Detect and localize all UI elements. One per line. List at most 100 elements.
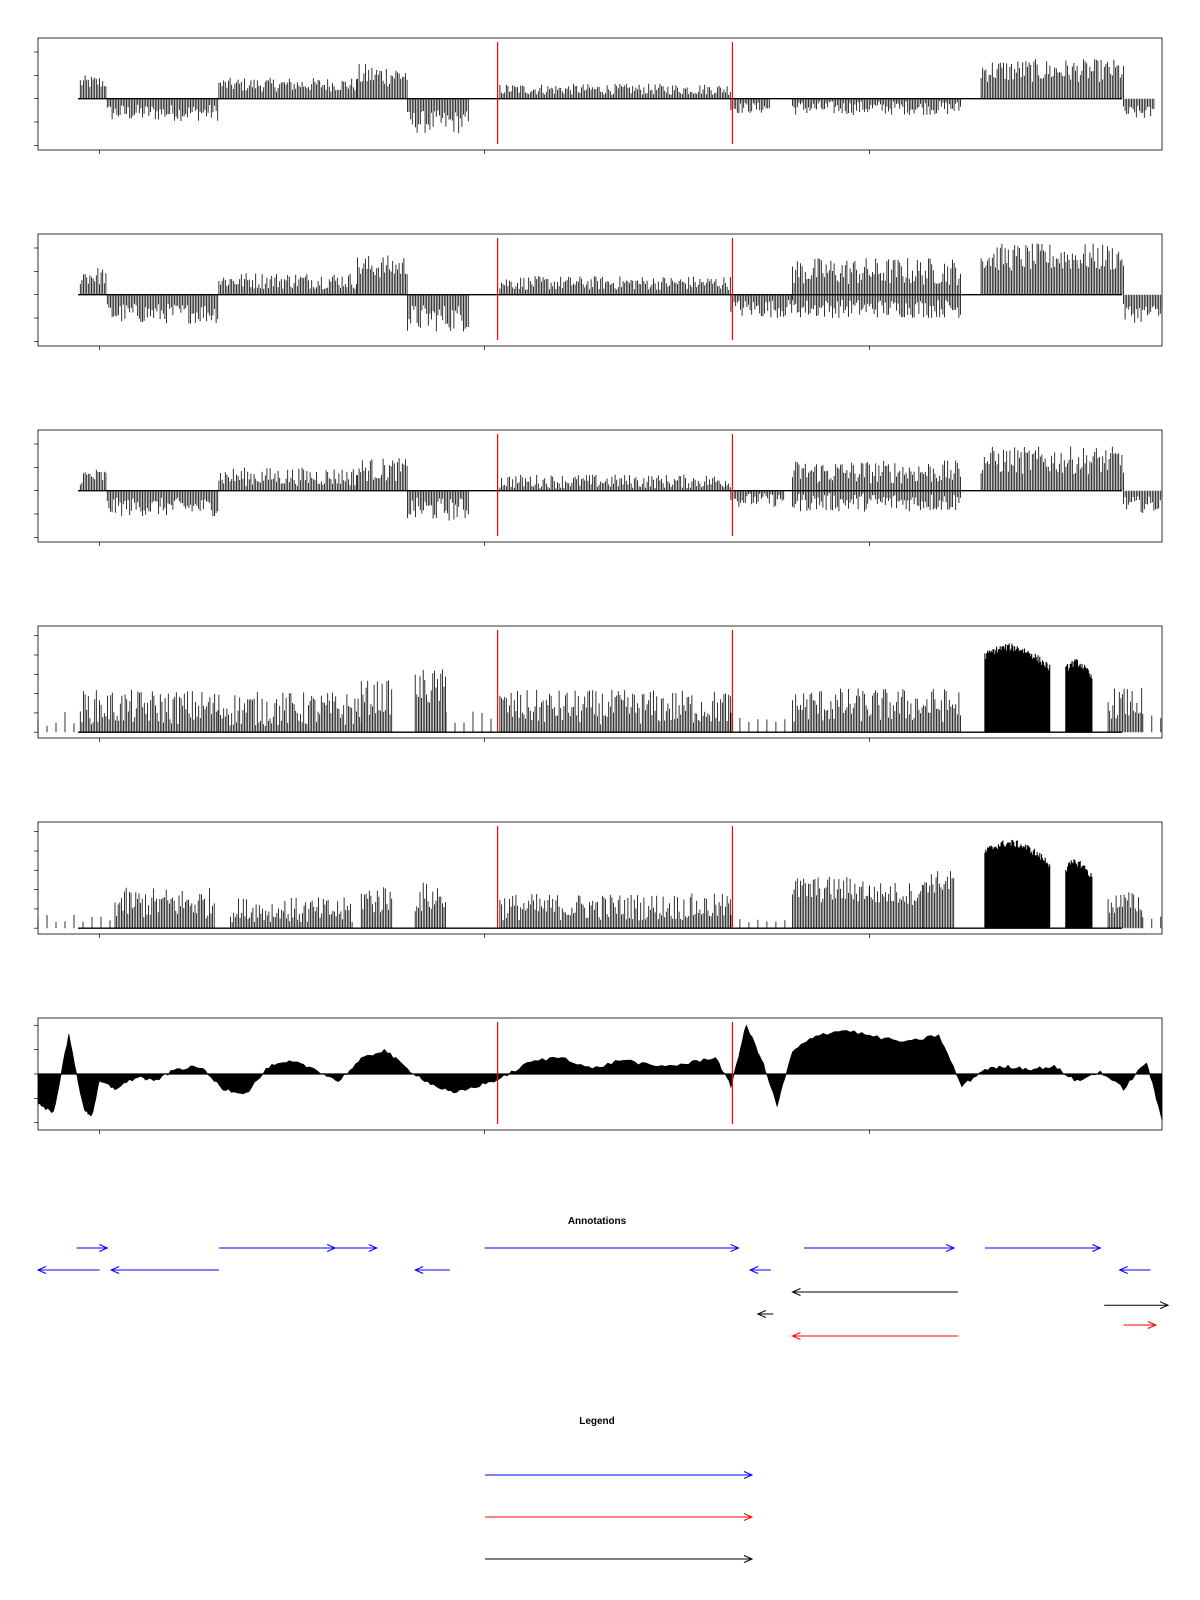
- bar-set: [218, 692, 362, 733]
- annotation-arrow-8: [748, 1266, 771, 1274]
- annotation-arrow-7: [484, 1244, 740, 1252]
- segment-bars-2: [79, 689, 219, 733]
- bar-set: [1123, 294, 1163, 323]
- bar-set: [79, 268, 107, 295]
- segment-bars-7: [730, 915, 786, 929]
- segment-bars-10: [980, 243, 1124, 295]
- segment-bars-10: [980, 446, 1124, 491]
- bar-set: [1142, 713, 1162, 733]
- annotation-arrow-16: [1123, 1321, 1158, 1329]
- data-marks: [37, 1024, 1163, 1121]
- annotation-items: [36, 1244, 1170, 1340]
- segment-bars-13: [1107, 892, 1143, 929]
- segment-bars-3: [218, 77, 357, 99]
- annotation-arrow-10: [984, 1244, 1102, 1252]
- arrow-head: [326, 1244, 337, 1252]
- segment-bars-1: [79, 469, 107, 491]
- ratio-area: [37, 1024, 1163, 1121]
- segment-bars-1: [79, 268, 107, 295]
- bar-set: [499, 474, 731, 491]
- segment-bars-6: [445, 711, 492, 733]
- bar-set: [230, 897, 353, 929]
- bar-set: [499, 276, 731, 295]
- bar-set: [922, 871, 955, 929]
- bar-set: [357, 458, 408, 491]
- bar-set: [445, 711, 492, 733]
- bar-set: [79, 469, 107, 491]
- segment-bars-7: [499, 689, 731, 733]
- segment-bars-5: [407, 490, 469, 521]
- segment-bars-8: [792, 258, 961, 295]
- bar-set: [360, 887, 393, 929]
- bar-set: [730, 712, 786, 733]
- segment-bars-11: [1065, 659, 1093, 733]
- annotations-title: Annotations: [568, 1216, 627, 1227]
- annotation-arrow-9: [804, 1244, 956, 1252]
- arrow-head: [743, 1471, 754, 1479]
- arrow-head: [1159, 1301, 1170, 1310]
- segment-bars-6: [499, 276, 731, 295]
- segment-bars-10: [1123, 98, 1155, 118]
- data-marks: [78, 446, 1163, 521]
- bar-set: [980, 446, 1124, 491]
- bar-set: [106, 294, 219, 324]
- bar-set: [1065, 859, 1093, 929]
- chart-panel-1: [34, 37, 1163, 154]
- annotation-arrow-4: [218, 1244, 337, 1252]
- segment-bars-4: [357, 255, 408, 295]
- bar-set: [1065, 659, 1093, 733]
- arrow-head: [1118, 1266, 1128, 1274]
- segment-bars-12: [1107, 688, 1143, 733]
- plot-frame: [37, 821, 1163, 935]
- bar-set: [1107, 688, 1143, 733]
- annotation-arrow-12: [791, 1288, 958, 1296]
- arrow-head: [756, 1310, 767, 1318]
- arrow-head: [1147, 1321, 1158, 1329]
- arrow-head: [791, 1332, 801, 1340]
- bar-set: [980, 59, 1124, 99]
- bar-set: [869, 883, 923, 929]
- plot-frame: [37, 37, 1163, 151]
- segment-bars-3: [218, 467, 357, 491]
- segment-bars-8: [792, 460, 961, 491]
- bar-set: [792, 258, 961, 295]
- arrow-head: [748, 1266, 759, 1274]
- segment-bars-8: [792, 876, 870, 929]
- segment-bars-5: [414, 669, 446, 733]
- segment-bars-5: [407, 98, 469, 134]
- bar-set: [218, 467, 357, 491]
- segment-bars-12: [1065, 859, 1093, 929]
- chart-panel-3: [34, 429, 1163, 546]
- plot-frame: [37, 625, 1163, 739]
- bar-set: [730, 98, 770, 114]
- chart-panel-4: [34, 625, 1163, 742]
- legend-section: Legend: [485, 1416, 754, 1563]
- bar-set: [792, 294, 961, 318]
- arrow-head: [945, 1244, 956, 1252]
- bar-set: [730, 915, 786, 929]
- segment-bars-13: [1142, 713, 1162, 733]
- chart-panel-5: [34, 821, 1163, 938]
- bar-set: [414, 669, 446, 733]
- legend-arrow-2: [485, 1513, 754, 1521]
- annotation-arrow-3: [109, 1266, 219, 1274]
- data-marks: [37, 839, 1162, 929]
- plot-frame: [37, 233, 1163, 347]
- arrow-head: [413, 1266, 424, 1274]
- bar-set: [792, 98, 961, 115]
- bar-set: [407, 98, 469, 134]
- bar-set: [730, 294, 793, 318]
- bar-set: [792, 876, 870, 929]
- bar-set: [37, 914, 111, 929]
- bar-set: [218, 273, 357, 295]
- annotation-arrow-5: [335, 1244, 378, 1252]
- segment-bars-8: [730, 712, 786, 733]
- segment-bars-7: [730, 490, 785, 507]
- bar-set: [106, 98, 219, 121]
- bar-set: [1123, 98, 1155, 118]
- segment-bars-3: [218, 273, 357, 295]
- segment-bars-1: [37, 712, 75, 733]
- bar-set: [414, 882, 446, 929]
- segment-bars-2: [114, 887, 215, 929]
- bar-set: [499, 689, 731, 733]
